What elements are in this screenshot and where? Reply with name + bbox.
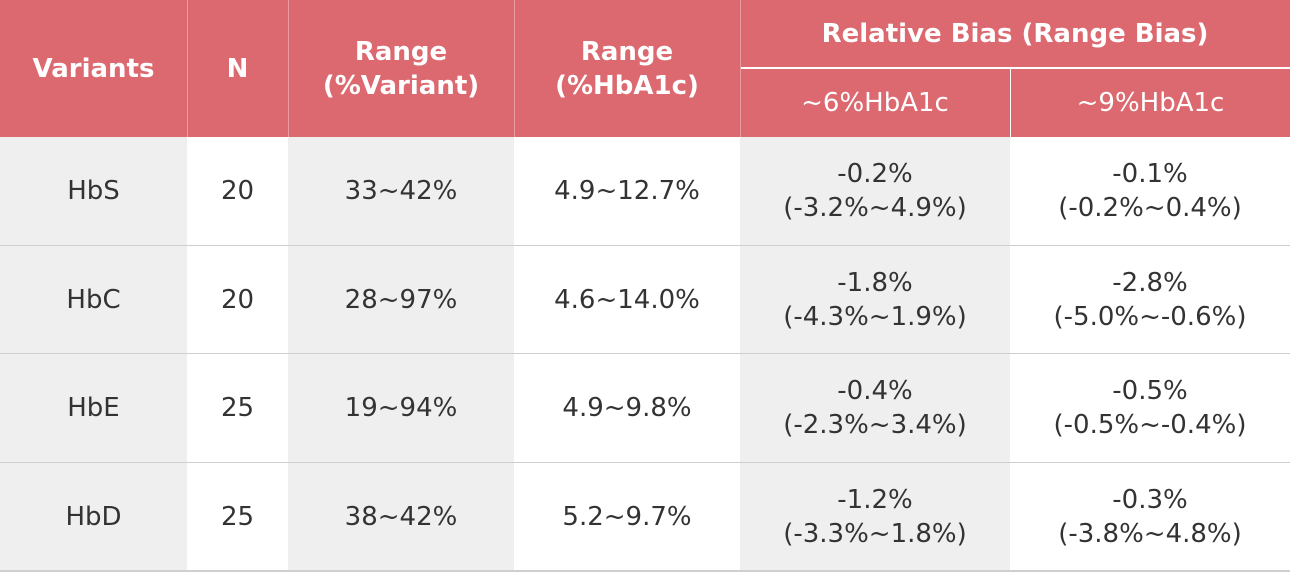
header-text: Relative Bias (Range Bias): [821, 18, 1209, 49]
cell-text: HbC: [66, 284, 121, 315]
table-cell: -0.5% (-0.5%~-0.4%): [1010, 354, 1290, 463]
cell-text: 20: [220, 284, 255, 315]
table-cell: HbS: [0, 137, 187, 246]
table-cell: -0.2% (-3.2%~4.9%): [740, 137, 1010, 246]
cell-text: -0.5%: [1112, 376, 1188, 407]
cell-text: HbD: [65, 501, 122, 532]
cell-text: -0.2%: [837, 159, 913, 190]
table-cell: HbD: [0, 462, 187, 571]
header-text: (%HbA1c): [555, 70, 699, 101]
table-cell: 28~97%: [288, 245, 514, 354]
header-cell: Range (%Variant): [288, 0, 514, 137]
header-cell: ~6%HbA1c: [740, 69, 1010, 137]
table-cell: 4.9~9.8%: [514, 354, 740, 463]
table-cell: 20: [187, 245, 288, 354]
cell-text: -1.2%: [837, 484, 913, 515]
header-text: (%Variant): [322, 70, 480, 101]
cell-text: -0.3%: [1112, 484, 1188, 515]
table-cell: HbC: [0, 245, 187, 354]
cell-text: (-0.2%~0.4%): [1058, 193, 1242, 224]
header-cell: Relative Bias (Range Bias): [740, 0, 1290, 67]
cell-text: (-0.5%~-0.4%): [1053, 410, 1247, 441]
cell-text: (-3.3%~1.8%): [783, 518, 967, 549]
header-text: Variants: [32, 53, 155, 84]
header-divider: [514, 0, 515, 137]
table-cell: 25: [187, 354, 288, 463]
cell-text: 28~97%: [344, 284, 458, 315]
cell-text: (-2.3%~3.4%): [783, 410, 967, 441]
cell-text: 33~42%: [344, 176, 458, 207]
cell-text: (-3.2%~4.9%): [783, 193, 967, 224]
table-cell: 20: [187, 137, 288, 246]
header-divider: [288, 0, 289, 137]
cell-text: -0.4%: [837, 376, 913, 407]
header-text: N: [226, 53, 249, 84]
table-cell: 38~42%: [288, 462, 514, 571]
cell-text: 25: [220, 501, 255, 532]
header-text: ~9%HbA1c: [1076, 88, 1225, 118]
table-cell: 4.6~14.0%: [514, 245, 740, 354]
table-cell: 5.2~9.7%: [514, 462, 740, 571]
header-cell: ~9%HbA1c: [1011, 69, 1290, 137]
cell-text: (-5.0%~-0.6%): [1053, 301, 1247, 332]
table-cell: -0.3% (-3.8%~4.8%): [1010, 462, 1290, 571]
row-divider: [0, 570, 1290, 572]
table-cell: -2.8% (-5.0%~-0.6%): [1010, 245, 1290, 354]
header-divider: [740, 0, 741, 137]
table-cell: 25: [187, 462, 288, 571]
header-cell: Range (%HbA1c): [514, 0, 740, 137]
header-text: Range: [580, 36, 674, 67]
header-text: ~6%HbA1c: [801, 88, 949, 118]
cell-text: -2.8%: [1112, 267, 1188, 298]
cell-text: 4.6~14.0%: [554, 284, 700, 315]
header-divider: [740, 67, 1290, 69]
cell-text: 20: [220, 176, 255, 207]
table-cell: 4.9~12.7%: [514, 137, 740, 246]
table-cell: -0.4% (-2.3%~3.4%): [740, 354, 1010, 463]
cell-text: 4.9~12.7%: [554, 176, 700, 207]
cell-text: 25: [220, 393, 255, 424]
cell-text: (-3.8%~4.8%): [1058, 518, 1242, 549]
cell-text: -0.1%: [1112, 159, 1188, 190]
header-divider: [187, 0, 188, 137]
cell-text: 4.9~9.8%: [562, 393, 692, 424]
table-cell: -1.8% (-4.3%~1.9%): [740, 245, 1010, 354]
cell-text: 19~94%: [344, 393, 458, 424]
table-cell: HbE: [0, 354, 187, 463]
cell-text: 5.2~9.7%: [562, 501, 692, 532]
table-cell: 19~94%: [288, 354, 514, 463]
cell-text: (-4.3%~1.9%): [783, 301, 967, 332]
table-cell: -0.1% (-0.2%~0.4%): [1010, 137, 1290, 246]
cell-text: HbE: [67, 393, 120, 424]
header-text: Range: [354, 36, 448, 67]
table-cell: 33~42%: [288, 137, 514, 246]
table-cell: -1.2% (-3.3%~1.8%): [740, 462, 1010, 571]
cell-text: HbS: [67, 176, 120, 207]
header-cell: N: [187, 0, 288, 137]
header-divider: [1010, 69, 1011, 137]
cell-text: -1.8%: [837, 267, 913, 298]
cell-text: 38~42%: [344, 501, 458, 532]
header-cell: Variants: [0, 0, 187, 137]
